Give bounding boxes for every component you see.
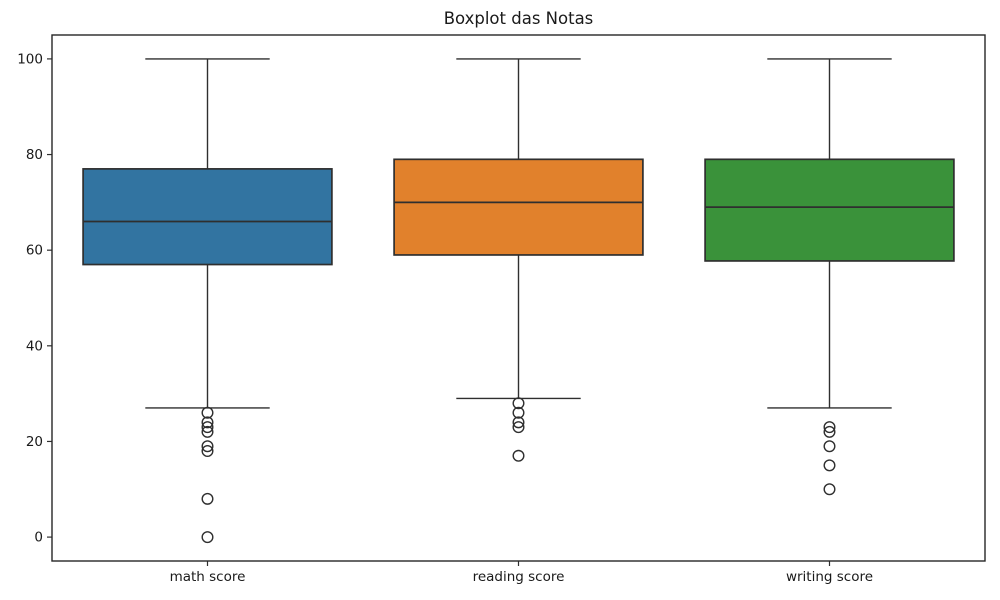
x-tick-label: writing score	[786, 569, 873, 585]
outlier-point-writing-score	[823, 483, 836, 496]
y-tick-label: 100	[17, 51, 43, 67]
axes-spines	[51, 34, 986, 562]
outlier-point-math-score	[201, 531, 214, 544]
chart-title: Boxplot das Notas	[443, 9, 594, 28]
x-tick-label: math score	[170, 569, 246, 585]
outlier-point-writing-score	[823, 425, 836, 438]
outlier-point-math-score	[201, 421, 214, 434]
outlier-point-math-score	[201, 406, 214, 419]
outlier-point-writing-score	[823, 421, 836, 434]
box-math-score	[82, 168, 333, 266]
box-reading-score	[393, 158, 644, 256]
outlier-point-writing-score	[823, 459, 836, 472]
y-tick-label: 60	[26, 243, 43, 259]
outlier-point-math-score	[201, 440, 214, 453]
outlier-point-math-score	[201, 492, 214, 505]
y-tick-label: 80	[26, 147, 43, 163]
outlier-point-reading-score	[512, 406, 525, 419]
y-tick-label: 40	[26, 338, 43, 354]
y-tick-label: 0	[34, 530, 43, 546]
y-tick-label: 20	[26, 434, 43, 450]
outlier-point-math-score	[201, 425, 214, 438]
box-writing-score	[704, 158, 955, 262]
outlier-point-writing-score	[823, 440, 836, 453]
outlier-point-math-score	[201, 445, 214, 458]
outlier-point-reading-score	[512, 397, 525, 410]
x-tick-label: reading score	[473, 569, 565, 585]
outlier-point-reading-score	[512, 449, 525, 462]
outlier-point-reading-score	[512, 416, 525, 429]
outlier-point-math-score	[201, 416, 214, 429]
outlier-point-reading-score	[512, 421, 525, 434]
